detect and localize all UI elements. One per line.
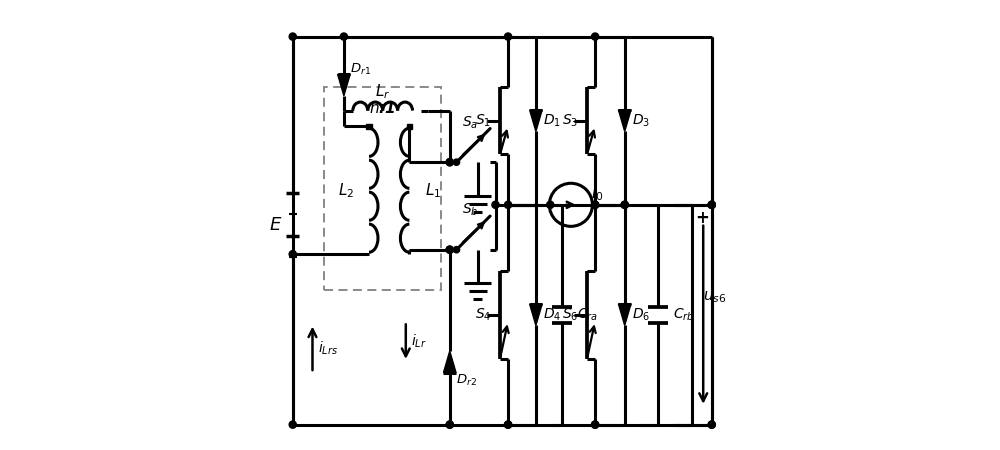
Circle shape	[592, 421, 599, 428]
Text: $S_6$: $S_6$	[562, 306, 578, 323]
Bar	[366, 124, 372, 129]
Text: $I_0$: $I_0$	[591, 184, 604, 203]
Circle shape	[504, 33, 512, 40]
Text: $D_1$: $D_1$	[543, 112, 561, 129]
Circle shape	[446, 246, 453, 253]
Text: $i_{Lr}$: $i_{Lr}$	[411, 333, 427, 351]
Circle shape	[446, 158, 453, 166]
Circle shape	[446, 421, 453, 428]
Circle shape	[504, 421, 512, 428]
Text: $D_{r1}$: $D_{r1}$	[350, 62, 371, 77]
Text: $L_r$: $L_r$	[375, 82, 390, 101]
Circle shape	[708, 201, 715, 208]
Text: $C_{ra}$: $C_{ra}$	[577, 306, 598, 323]
Circle shape	[547, 201, 554, 208]
Polygon shape	[618, 110, 631, 131]
Circle shape	[504, 201, 512, 208]
Circle shape	[504, 421, 512, 428]
Circle shape	[708, 421, 715, 428]
Polygon shape	[530, 304, 542, 325]
Circle shape	[708, 201, 715, 208]
Polygon shape	[618, 304, 631, 325]
Circle shape	[592, 201, 599, 208]
Circle shape	[708, 421, 715, 428]
Circle shape	[621, 201, 628, 208]
Circle shape	[289, 421, 296, 428]
Text: +: +	[696, 209, 709, 227]
Circle shape	[453, 247, 460, 253]
Polygon shape	[530, 110, 542, 131]
Text: $S_4$: $S_4$	[475, 306, 491, 323]
Circle shape	[289, 33, 296, 40]
Text: $L_1$: $L_1$	[425, 181, 441, 200]
Circle shape	[708, 201, 715, 208]
Text: $S_a$: $S_a$	[462, 114, 478, 131]
Circle shape	[453, 159, 460, 165]
Text: $S_1$: $S_1$	[475, 112, 491, 129]
Circle shape	[492, 201, 499, 208]
Text: $D_{r2}$: $D_{r2}$	[456, 373, 477, 388]
Bar	[324, 87, 441, 290]
Circle shape	[621, 201, 628, 208]
Text: $D_4$: $D_4$	[543, 306, 561, 323]
Circle shape	[289, 251, 296, 258]
Text: $S_3$: $S_3$	[562, 112, 578, 129]
Text: $D_3$: $D_3$	[632, 112, 650, 129]
Circle shape	[592, 421, 599, 428]
Text: $D_6$: $D_6$	[632, 306, 650, 323]
Circle shape	[340, 33, 347, 40]
Text: $S_b$: $S_b$	[462, 202, 479, 218]
Text: $E$: $E$	[269, 216, 282, 234]
Bar	[407, 124, 412, 129]
Circle shape	[592, 33, 599, 40]
Text: $u_{s6}$: $u_{s6}$	[703, 289, 727, 305]
Polygon shape	[338, 74, 350, 96]
Circle shape	[446, 421, 453, 428]
Text: $i_{Lrs}$: $i_{Lrs}$	[318, 340, 338, 357]
Circle shape	[446, 158, 453, 166]
Text: $C_{rb}$: $C_{rb}$	[673, 306, 695, 323]
Text: $L_2$: $L_2$	[338, 181, 354, 200]
Text: $n$:1: $n$:1	[369, 100, 396, 117]
Circle shape	[592, 201, 599, 208]
Polygon shape	[443, 351, 456, 373]
Circle shape	[446, 246, 453, 253]
